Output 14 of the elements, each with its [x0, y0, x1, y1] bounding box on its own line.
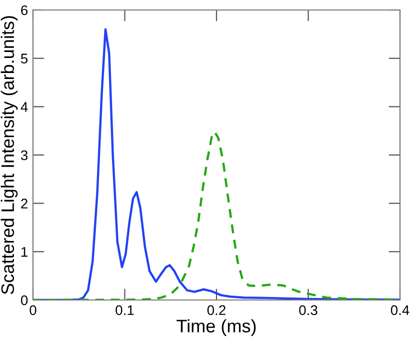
x-tick-label: 0.4 — [390, 305, 410, 316]
y-tick-label: 5 — [20, 54, 28, 64]
y-tick-label: 0 — [20, 295, 28, 306]
y-tick-label: 3 — [20, 150, 28, 160]
y-tick-label: 2 — [21, 198, 28, 208]
y-tick-label: 4 — [20, 102, 28, 112]
y-tick-label: 6 — [21, 5, 28, 16]
x-axis-title: Time (ms) — [176, 319, 256, 336]
x-tick-label: 0 — [30, 305, 36, 316]
x-tick-label: 0.3 — [299, 305, 318, 316]
y-tick-label: 1 — [21, 247, 28, 257]
x-tick-label: 0.1 — [116, 305, 134, 316]
x-tick-label: 0.2 — [207, 305, 226, 316]
y-axis-title: Scattered Light Intensity (arb.units) — [0, 16, 18, 294]
